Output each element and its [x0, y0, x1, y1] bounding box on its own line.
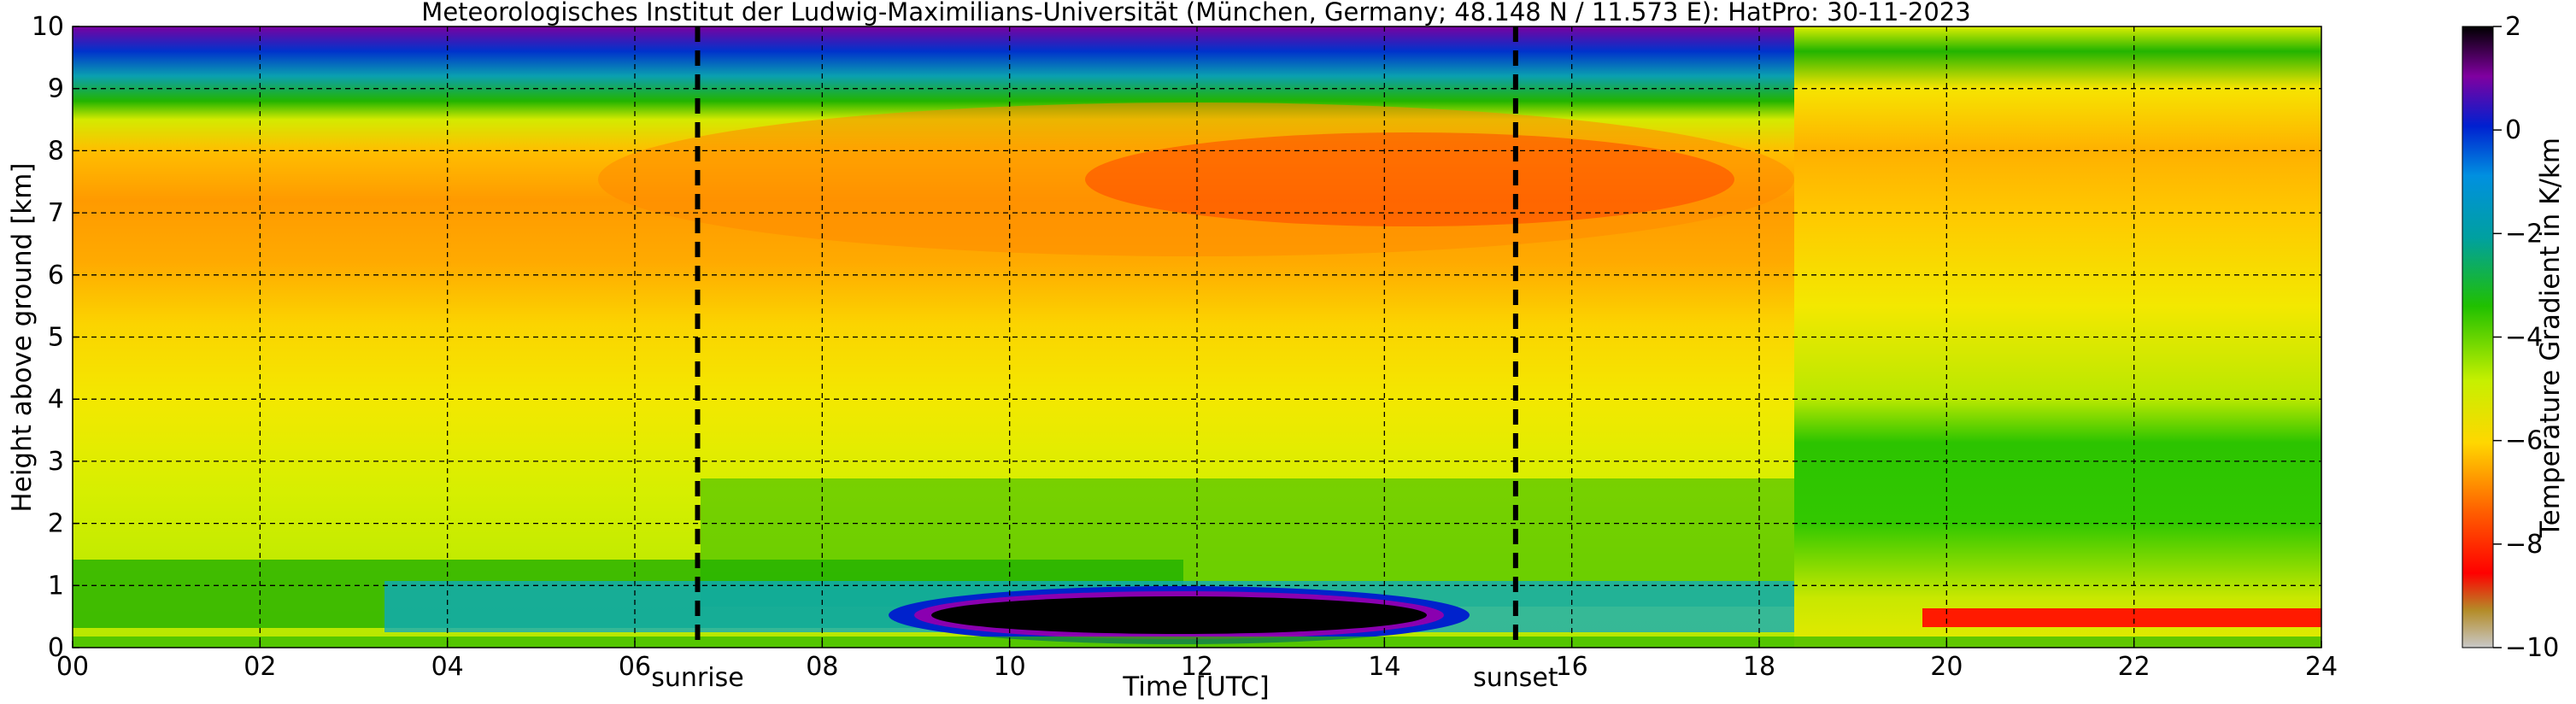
y-tick-label: 9: [48, 74, 64, 104]
heatmap-hot-core: [1085, 132, 1734, 226]
y-tick-label: 1: [48, 571, 64, 601]
heatmap-warm-core: [598, 103, 1794, 256]
colorbar: 2 0 −2 −4 −6 −8 −10 Temperature Gradient in K/…: [2462, 12, 2566, 663]
y-tick-label: 8: [48, 136, 64, 166]
y-axis-label: Height above ground [km]: [7, 162, 38, 512]
colorbar-tick-label: −2: [2505, 219, 2543, 249]
x-tick-label: 12: [1181, 652, 1213, 682]
colorbar-ticks: 2 0 −2 −4 −6 −8 −10: [2493, 12, 2559, 663]
y-tick-label: 2: [48, 509, 64, 539]
y-tick-label: 7: [48, 198, 64, 228]
x-axis-label: Time [UTC]: [1122, 672, 1269, 702]
colorbar-tick-label: 0: [2505, 115, 2521, 145]
colorbar-tick-label: 2: [2505, 12, 2521, 42]
x-tick-label: 02: [244, 652, 276, 682]
x-axis-ticks: 00 02 04 06 08 10 12 14 16 18 20 22 24: [56, 641, 2338, 682]
colorbar-tick-label: −8: [2505, 530, 2543, 560]
annotation-label-sunset: sunset: [1473, 663, 1558, 693]
colorbar-tick-label: −10: [2505, 633, 2559, 663]
x-tick-label: 14: [1368, 652, 1400, 682]
chart-title: Meteorologisches Institut der Ludwig-Max…: [421, 0, 1970, 26]
y-tick-label: 0: [48, 633, 64, 663]
y-tick-label: 5: [48, 323, 64, 353]
y-tick-label: 10: [32, 12, 64, 42]
colorbar-tick-label: −4: [2505, 323, 2543, 353]
y-tick-label: 4: [48, 384, 64, 414]
annotation-label-sunrise: sunrise: [651, 663, 743, 693]
x-tick-label: 24: [2305, 652, 2338, 682]
x-tick-label: 16: [1556, 652, 1588, 682]
x-tick-label: 18: [1743, 652, 1775, 682]
x-tick-label: 04: [431, 652, 464, 682]
x-tick-label: 22: [2118, 652, 2151, 682]
heatmap-inversion-black: [931, 596, 1427, 634]
x-tick-label: 06: [619, 652, 651, 682]
grid: [73, 26, 2321, 648]
y-tick-label: 6: [48, 261, 64, 290]
colorbar-label: Temperature Gradient in K/km: [2535, 138, 2566, 538]
x-tick-label: 08: [806, 652, 838, 682]
heatmap-surface-red-band: [1922, 608, 2321, 627]
annotations: sunrise sunset: [651, 26, 1558, 693]
x-tick-label: 20: [1930, 652, 1963, 682]
y-axis-ticks: 0 1 2 3 4 5 6 7 8 9 10: [32, 12, 79, 663]
x-tick-label: 10: [994, 652, 1026, 682]
colorbar-tick-label: −6: [2505, 426, 2543, 456]
colorbar-bar: [2462, 26, 2494, 648]
y-tick-label: 3: [48, 447, 64, 477]
x-tick-label: 00: [56, 652, 89, 682]
